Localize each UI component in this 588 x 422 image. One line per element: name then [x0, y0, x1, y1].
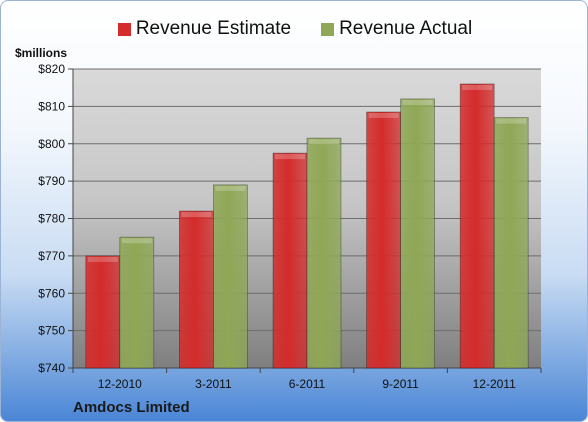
- y-tick-label: $800: [38, 137, 65, 151]
- bar-revenue-estimate: [366, 111, 402, 369]
- y-tick-label: $740: [38, 361, 65, 375]
- bar-revenue-actual: [400, 98, 436, 369]
- bar-highlight: [87, 256, 118, 262]
- legend-item-actual: Revenue Actual: [321, 18, 472, 40]
- legend-item-estimate: Revenue Estimate: [117, 18, 292, 40]
- bar-highlight: [368, 112, 399, 118]
- bar-revenue-actual: [212, 184, 248, 369]
- y-tick-label: $780: [38, 212, 65, 226]
- x-tick-label: 12-2011: [473, 377, 516, 391]
- bar-revenue-estimate: [272, 152, 308, 369]
- bar-highlight: [496, 118, 527, 124]
- y-tick-label: $760: [38, 286, 65, 300]
- legend-swatch-actual: [321, 22, 335, 36]
- bar-highlight: [462, 84, 493, 90]
- legend-label-actual: Revenue Actual: [339, 18, 473, 39]
- y-axis-unit-label: $millions: [15, 46, 68, 60]
- y-tick-label: $820: [38, 62, 65, 76]
- x-tick-label: 3-2011: [195, 377, 232, 391]
- legend: Revenue Estimate Revenue Actual: [1, 18, 587, 40]
- bar-revenue-actual: [119, 236, 155, 369]
- bar-revenue-actual: [306, 137, 342, 369]
- bar-revenue-actual: [493, 117, 529, 369]
- x-tick-label: 6-2011: [289, 377, 326, 391]
- legend-label-estimate: Revenue Estimate: [135, 18, 292, 39]
- chart-title: Amdocs Limited: [73, 399, 190, 416]
- x-tick-label: 12-2010: [98, 377, 142, 391]
- y-tick-label: $770: [38, 249, 65, 263]
- y-tick-label: $790: [38, 174, 65, 188]
- legend-swatch-estimate: [117, 22, 131, 36]
- bar-revenue-estimate: [459, 83, 495, 369]
- bar-highlight: [309, 139, 339, 145]
- bar-highlight: [275, 154, 305, 160]
- y-tick-label: $810: [38, 99, 65, 113]
- bar-highlight: [402, 99, 433, 105]
- bar-highlight: [215, 185, 246, 191]
- y-tick-label: $750: [38, 324, 65, 338]
- bar-highlight: [121, 238, 152, 244]
- bar-revenue-estimate: [178, 210, 214, 369]
- bar-highlight: [181, 212, 212, 218]
- bar-revenue-estimate: [85, 255, 121, 369]
- x-tick-label: 9-2011: [382, 377, 419, 391]
